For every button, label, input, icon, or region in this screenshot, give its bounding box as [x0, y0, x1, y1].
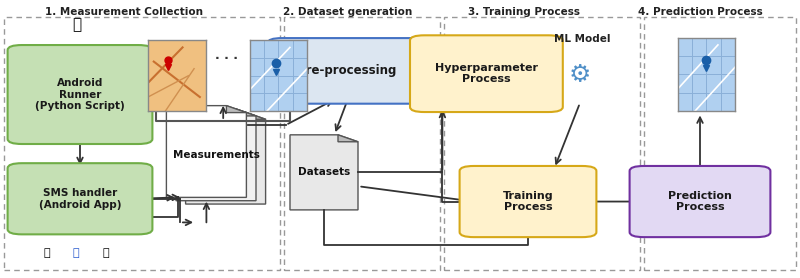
Polygon shape	[338, 135, 358, 142]
FancyBboxPatch shape	[459, 166, 597, 237]
Text: ⚙: ⚙	[569, 63, 591, 87]
Text: 1. Measurement Collection: 1. Measurement Collection	[45, 7, 203, 17]
Text: 📨: 📨	[73, 248, 79, 258]
Text: 2. Dataset generation: 2. Dataset generation	[283, 7, 413, 17]
Text: Android
Runner
(Python Script): Android Runner (Python Script)	[35, 78, 125, 111]
Text: 3. Training Process: 3. Training Process	[468, 7, 580, 17]
FancyBboxPatch shape	[267, 38, 429, 104]
Text: ML Model: ML Model	[554, 34, 610, 44]
Polygon shape	[246, 112, 266, 119]
Text: Hyperparameter
Process: Hyperparameter Process	[435, 63, 538, 85]
Bar	[644, 17, 796, 270]
Polygon shape	[176, 109, 256, 201]
Polygon shape	[290, 135, 358, 210]
Text: Measurements: Measurements	[173, 150, 259, 160]
Text: SMS handler
(Android App): SMS handler (Android App)	[38, 188, 122, 210]
Bar	[284, 17, 440, 270]
Text: 🖥: 🖥	[72, 18, 82, 33]
Bar	[4, 17, 280, 270]
Polygon shape	[166, 106, 246, 197]
FancyBboxPatch shape	[410, 35, 562, 112]
Text: Prediction
Process: Prediction Process	[668, 191, 732, 212]
Bar	[444, 17, 640, 270]
Text: Training
Process: Training Process	[502, 191, 554, 212]
Text: Datasets: Datasets	[298, 167, 350, 177]
Text: Pre-processing: Pre-processing	[298, 64, 398, 77]
FancyBboxPatch shape	[630, 166, 770, 237]
Text: 📱: 📱	[102, 248, 109, 258]
Text: . . .: . . .	[215, 49, 238, 62]
FancyBboxPatch shape	[8, 163, 152, 234]
Polygon shape	[186, 112, 266, 204]
FancyBboxPatch shape	[8, 45, 152, 144]
Text: 📱: 📱	[43, 248, 50, 258]
Text: 4. Prediction Process: 4. Prediction Process	[638, 7, 762, 17]
Polygon shape	[226, 106, 246, 113]
Polygon shape	[236, 109, 256, 116]
